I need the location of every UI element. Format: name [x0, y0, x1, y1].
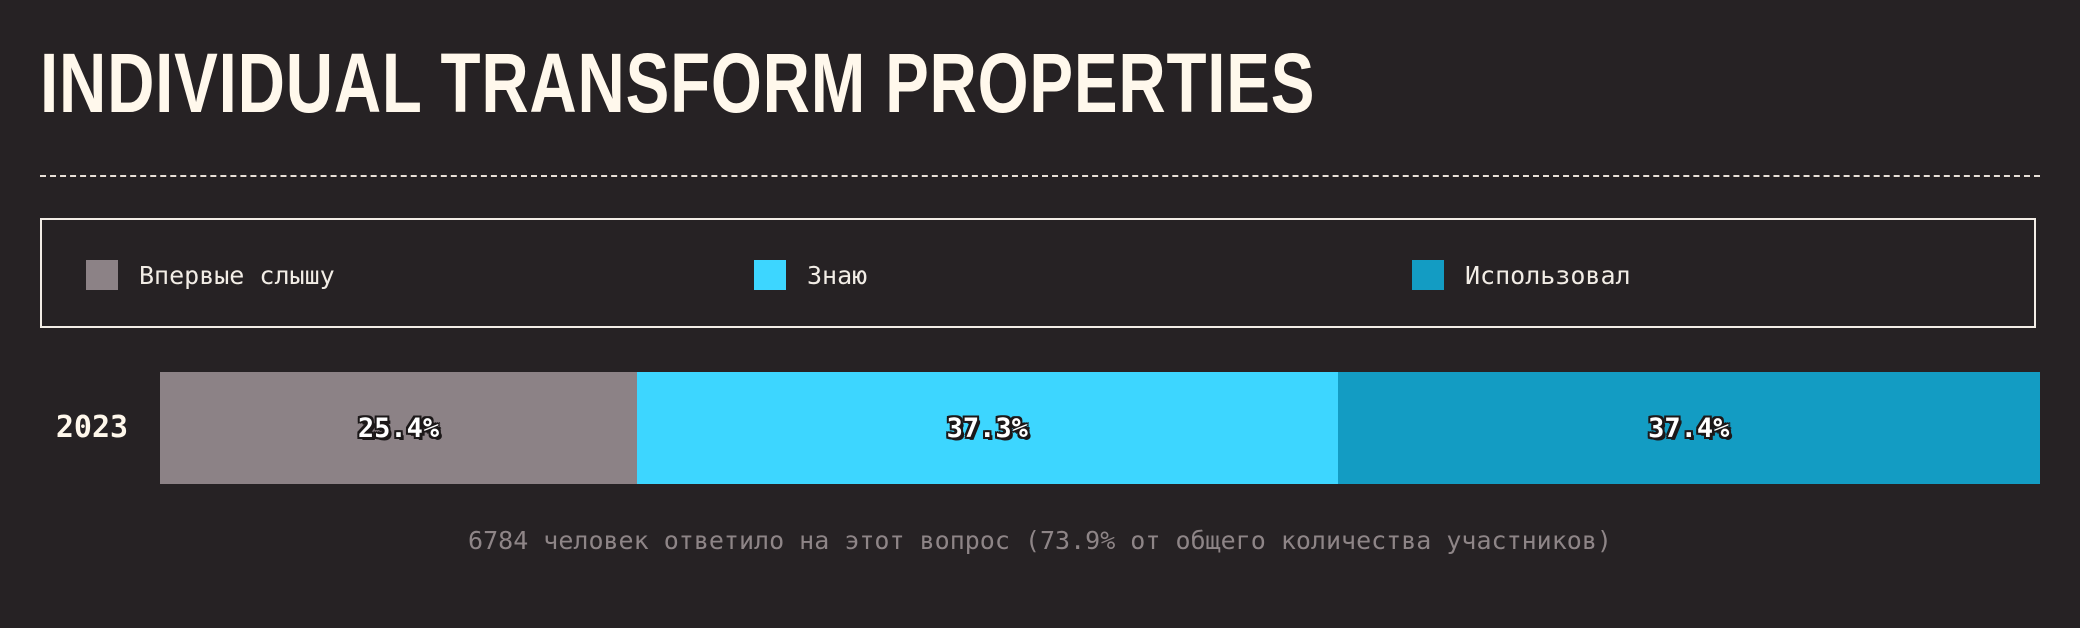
bar-segment-know: 37.3%: [637, 372, 1338, 484]
legend-item-know: Знаю: [754, 260, 867, 290]
response-count-note: 6784 человек ответило на этот вопрос (73…: [468, 526, 1612, 555]
legend-item-first-time: Впервые слышу: [86, 260, 335, 290]
bar-segment-used: 37.4%: [1337, 372, 2040, 484]
legend-label-know: Знаю: [807, 260, 868, 290]
bar-segment-label-first-time: 25.4%: [357, 412, 440, 444]
legend-label-used: Использовал: [1465, 260, 1631, 290]
legend-swatch-first-time: [86, 260, 118, 290]
legend: Впервые слышу Знаю Использовал: [40, 218, 2036, 328]
legend-item-used: Использовал: [1412, 260, 1631, 290]
bar-segment-first-time: 25.4%: [160, 372, 638, 484]
row-label-2023: 2023: [55, 410, 129, 445]
legend-swatch-know: [754, 260, 786, 290]
legend-label-first-time: Впервые слышу: [139, 260, 335, 290]
stacked-bar-2023: 25.4% 37.3% 37.4%: [160, 372, 2040, 484]
bar-segment-label-used: 37.4%: [1648, 412, 1730, 444]
dashed-divider: [40, 175, 2040, 177]
chart-title: INDIVIDUAL TRANSFORM PROPERTIES: [40, 36, 1316, 130]
legend-swatch-used: [1412, 260, 1444, 290]
bar-segment-label-know: 37.3%: [946, 412, 1028, 444]
